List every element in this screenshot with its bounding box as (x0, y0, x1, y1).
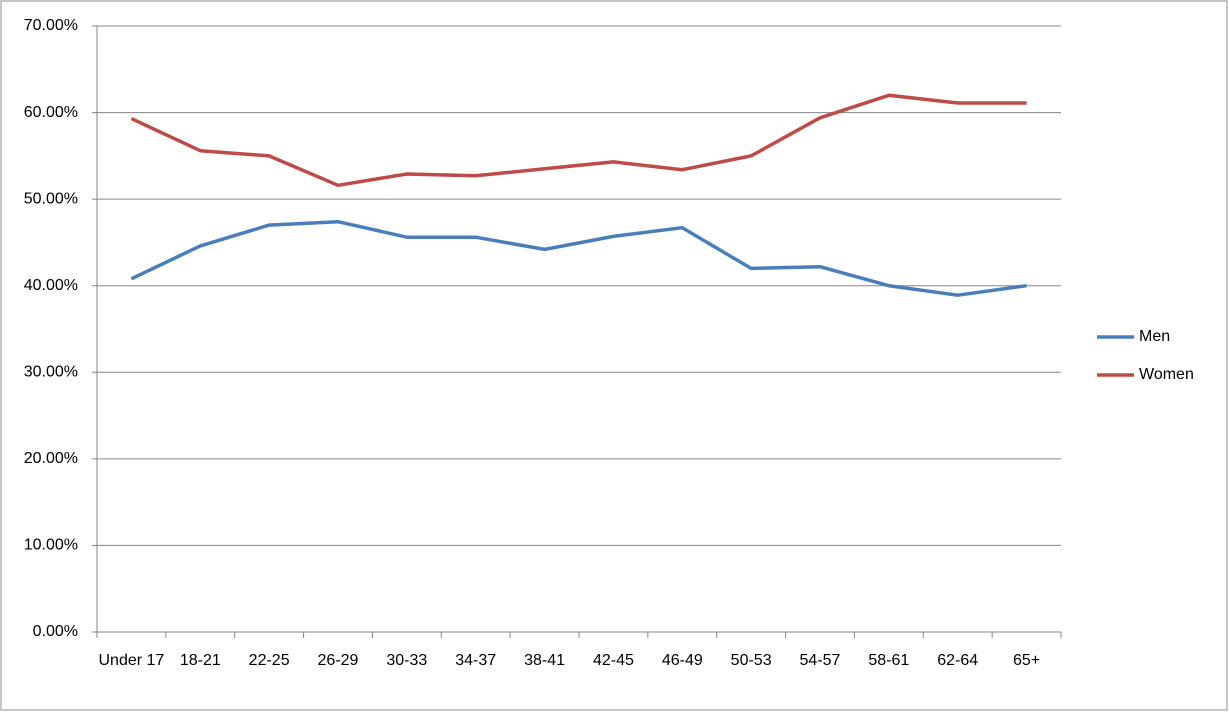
x-tick-label: 46-49 (661, 652, 703, 669)
x-tick-label: Under 17 (98, 652, 165, 669)
y-tick-label: 0.00% (33, 623, 78, 640)
x-tick-label: 18-21 (179, 652, 221, 669)
x-tick-label: 38-41 (524, 652, 566, 669)
line-series (130, 219, 1027, 297)
x-tick-label: 30-33 (386, 652, 428, 669)
x-tick-label: 42-45 (592, 652, 634, 669)
y-tick-label: 20.00% (24, 450, 78, 467)
line-series (130, 93, 1027, 188)
y-tick-label: 40.00% (24, 277, 78, 294)
y-tick-label: 30.00% (24, 364, 78, 381)
x-tick-label: 34-37 (455, 652, 497, 669)
x-tick-label: 22-25 (248, 652, 290, 669)
y-tick-label: 60.00% (24, 104, 78, 121)
x-tick-label: 26-29 (317, 652, 359, 669)
y-tick-label: 50.00% (24, 190, 78, 207)
x-tick-label: 62-64 (937, 652, 979, 669)
y-tick-label: 70.00% (24, 17, 78, 34)
y-tick-label: 10.00% (24, 537, 78, 554)
legend-label: Men (1139, 328, 1170, 345)
legend-label: Women (1139, 366, 1194, 383)
x-tick-label: 50-53 (730, 652, 772, 669)
x-tick-label: 58-61 (868, 652, 910, 669)
x-tick-label: 65+ (1012, 652, 1041, 669)
x-tick-label: 54-57 (799, 652, 841, 669)
